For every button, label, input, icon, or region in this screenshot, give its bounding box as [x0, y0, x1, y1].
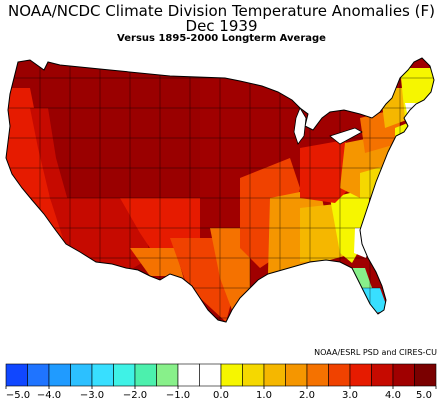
legend-bin — [242, 363, 265, 387]
great-lakes-erie — [329, 127, 363, 145]
legend-tick-label: 1.0 — [256, 390, 272, 400]
legend-bin — [263, 363, 286, 387]
region-new-england — [400, 68, 434, 118]
legend-tick-label: −1.0 — [166, 390, 190, 400]
legend-tick-label: 2.0 — [299, 390, 315, 400]
us-anomaly-map — [0, 48, 443, 348]
color-legend: −5.0 −4.0 −3.0 −2.0 −1.0 0.0 1.0 2.0 3.0 4.0 5.0 — [4, 362, 438, 401]
legend-bin — [177, 363, 200, 387]
legend-tick-label: 4.0 — [385, 390, 401, 400]
legend-bin — [392, 363, 415, 387]
legend-tick-label: 5.0 — [416, 390, 432, 400]
legend-tick-label: −5.0 — [6, 390, 30, 400]
legend-tick-label: −4.0 — [37, 390, 61, 400]
legend-bin — [349, 363, 372, 387]
legend-bin — [285, 363, 308, 387]
region-northwest-darkest — [10, 58, 200, 198]
legend-bin — [134, 363, 157, 387]
legend-bin — [70, 363, 93, 387]
legend-bin — [48, 363, 71, 387]
great-lakes-michigan — [293, 107, 307, 145]
region-georgia-coast — [354, 228, 372, 258]
us-outline — [5, 57, 435, 323]
legend-bin — [27, 363, 50, 387]
legend-bin — [5, 363, 28, 387]
legend-tick-label: −3.0 — [80, 390, 104, 400]
legend-tick-label: 3.0 — [342, 390, 358, 400]
region-maine-south — [405, 103, 434, 128]
legend-bin — [371, 363, 394, 387]
legend-bin — [199, 363, 222, 387]
legend-bin — [113, 363, 136, 387]
legend-tick-label: −2.0 — [123, 390, 147, 400]
map-date: Dec 1939 — [185, 17, 258, 35]
legend-tick-label: 0.0 — [213, 390, 229, 400]
legend-bin — [91, 363, 114, 387]
division-grid — [6, 58, 434, 322]
legend-bin — [306, 363, 329, 387]
map-title: NOAA/NCDC Climate Division Temperature A… — [8, 2, 435, 20]
legend-bin — [328, 363, 351, 387]
legend-bin — [156, 363, 179, 387]
legend-bin — [414, 363, 437, 387]
region-southwest — [60, 198, 150, 270]
legend-bin — [220, 363, 243, 387]
region-south-florida — [362, 288, 388, 314]
data-credit: NOAA/ESRL PSD and CIRES-CU — [314, 348, 437, 357]
map-baseline: Versus 1895-2000 Longterm Average — [117, 33, 326, 44]
